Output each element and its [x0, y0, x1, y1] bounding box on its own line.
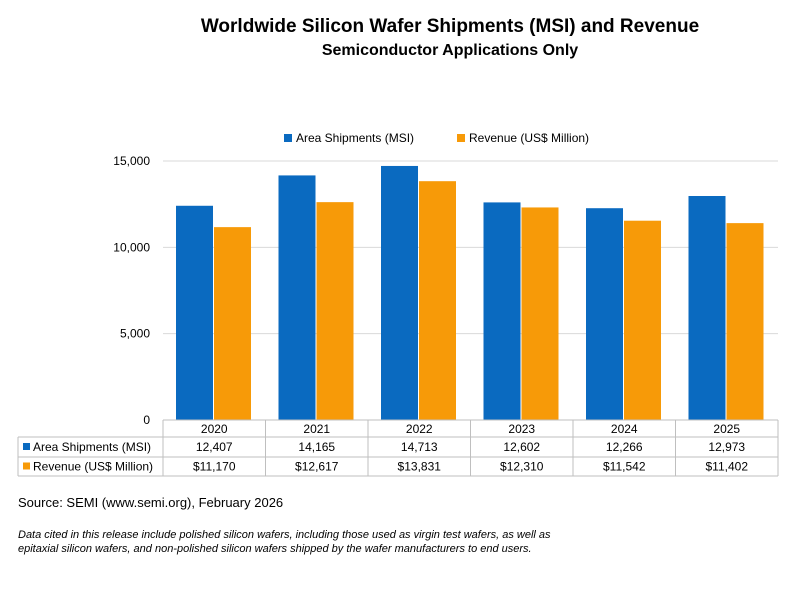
- bar-revenue-2020: [214, 227, 251, 420]
- x-tick-label: 2023: [508, 422, 535, 436]
- chart-subtitle: Semiconductor Applications Only: [321, 42, 579, 59]
- bar-shipments-2022: [381, 165, 418, 420]
- bar-revenue-2024: [624, 220, 661, 420]
- legend-label-1: Area Shipments (MSI): [296, 131, 414, 145]
- data-label: 12,602: [503, 440, 540, 454]
- data-label: 14,165: [298, 440, 335, 454]
- legend-label-2: Revenue (US$ Million): [469, 131, 589, 145]
- bar-shipments-2025: [688, 195, 726, 420]
- y-tick-label: 10,000: [113, 240, 150, 254]
- footnote: Data cited in this release include polis…: [18, 529, 551, 555]
- legend-swatch-2: [457, 134, 465, 142]
- x-tick-label: 2024: [611, 422, 638, 436]
- bar-shipments-2024: [586, 208, 623, 420]
- y-tick-label: 0: [143, 413, 150, 427]
- table-legend-key-1: [23, 443, 30, 450]
- source-note: Source: SEMI (www.semi.org), February 20…: [18, 495, 284, 510]
- chart-title: Worldwide Silicon Wafer Shipments (MSI) …: [200, 16, 700, 37]
- x-tick-label: 2020: [201, 422, 228, 436]
- legend-swatch-1: [284, 134, 292, 142]
- table-row-label: Area Shipments (MSI): [33, 440, 151, 454]
- bar-shipments-2020: [176, 205, 213, 420]
- bar-revenue-2023: [521, 207, 559, 420]
- bar-shipments-2021: [278, 175, 316, 420]
- y-tick-label: 5,000: [120, 327, 150, 341]
- x-tick-label: 2021: [303, 422, 330, 436]
- bar-revenue-2022: [419, 181, 456, 420]
- bar-revenue-2021: [316, 202, 354, 420]
- data-label: 12,407: [196, 440, 233, 454]
- data-label: $11,170: [193, 460, 236, 474]
- bar-shipments-2023: [483, 202, 521, 420]
- table-row-label: Revenue (US$ Million): [33, 460, 153, 474]
- table-legend-key-2: [23, 462, 30, 470]
- bar-revenue-2025: [726, 223, 764, 420]
- data-label: $11,542: [603, 460, 646, 474]
- data-label: 12,973: [708, 440, 745, 454]
- data-label: $13,831: [398, 460, 442, 474]
- data-label: 12,266: [606, 440, 643, 454]
- y-tick-label: 15,000: [113, 154, 150, 168]
- data-label: $11,402: [706, 460, 749, 474]
- x-tick-label: 2025: [713, 422, 740, 436]
- data-label: $12,617: [295, 460, 339, 474]
- data-label: $12,310: [500, 460, 544, 474]
- x-tick-label: 2022: [406, 422, 433, 436]
- data-label: 14,713: [401, 440, 438, 454]
